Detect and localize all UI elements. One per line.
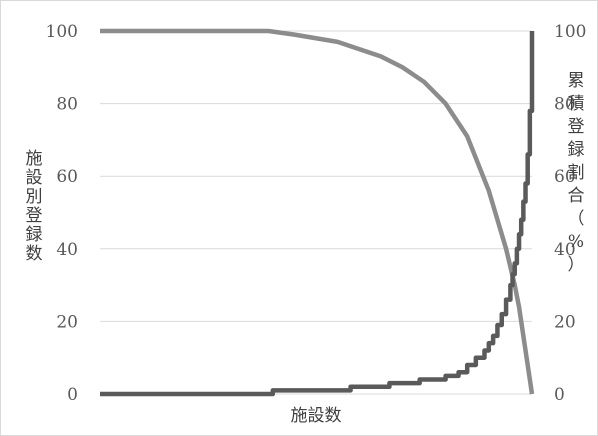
left-tick-label: 40	[56, 240, 78, 260]
right-tick-label: 80	[554, 95, 576, 115]
left-axis-title: 施 設 別 登 録 数	[25, 149, 43, 264]
right-tick-label: 0	[554, 385, 565, 405]
per-facility-count-line	[100, 31, 535, 397]
left-axis-ticks: 0 20 40 60 80 100	[46, 22, 78, 405]
left-tick-label: 0	[67, 385, 78, 405]
series-layer	[100, 28, 535, 397]
right-tick-label: 40	[554, 240, 576, 260]
right-tick-label: 100	[554, 22, 586, 42]
right-tick-label: 20	[554, 312, 576, 332]
x-axis-title: 施設数	[291, 406, 342, 426]
left-tick-label: 20	[56, 312, 78, 332]
left-tick-label: 100	[46, 22, 78, 42]
cumulative-share-line	[100, 28, 535, 395]
left-tick-label: 80	[56, 95, 78, 115]
right-axis-title: 累 積 登 録 割 合 （ % ）	[567, 71, 585, 275]
grid-lines	[100, 30, 532, 395]
right-axis-ticks: 0 20 40 60 80 100	[554, 22, 586, 405]
right-tick-label: 60	[554, 167, 576, 187]
left-tick-label: 60	[56, 167, 78, 187]
